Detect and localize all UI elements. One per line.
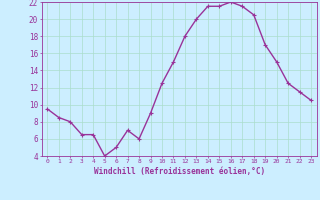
X-axis label: Windchill (Refroidissement éolien,°C): Windchill (Refroidissement éolien,°C) [94, 167, 265, 176]
